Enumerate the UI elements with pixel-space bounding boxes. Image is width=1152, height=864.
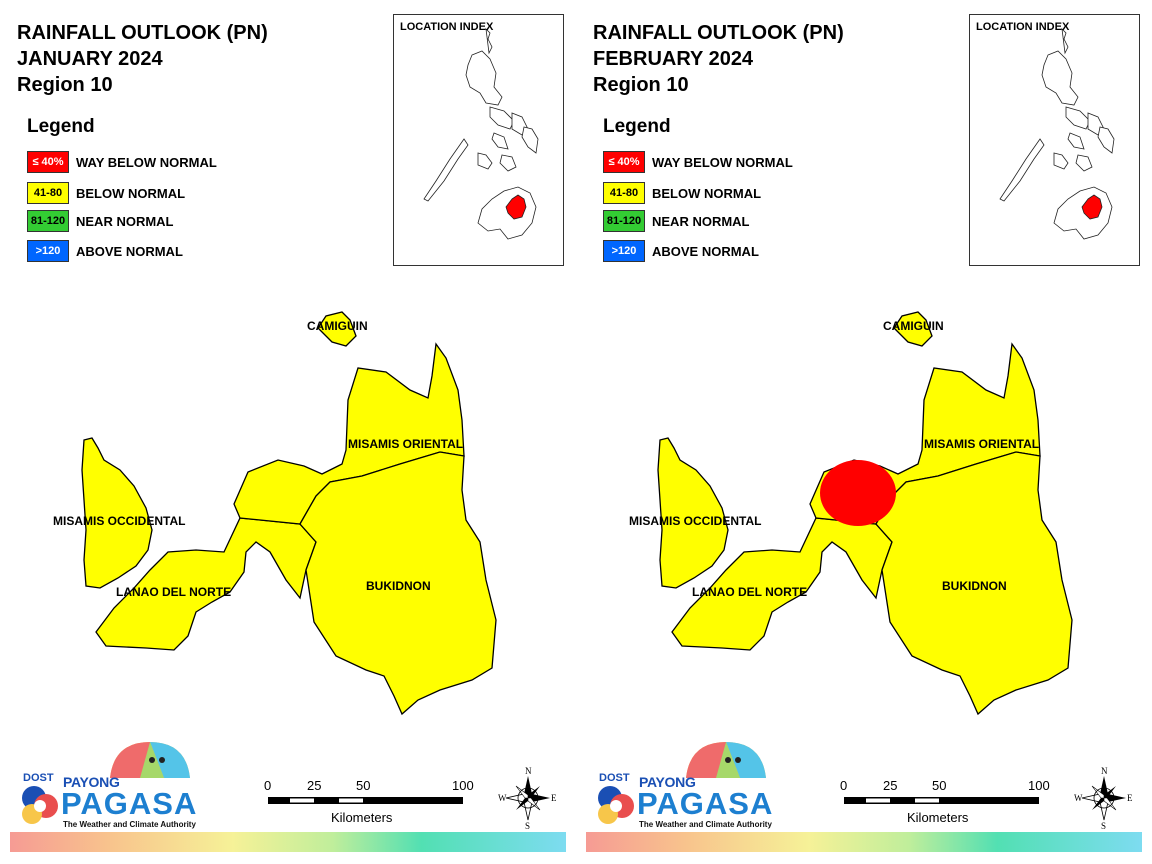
legend-label: NEAR NORMAL (76, 214, 174, 229)
label-misamis-occidental: MISAMIS OCCIDENTAL (53, 514, 185, 528)
location-index-title: LOCATION INDEX (976, 21, 1070, 33)
label-misamis-oriental: MISAMIS ORIENTAL (924, 437, 1039, 451)
outlook-panel-january: RAINFALL OUTLOOK (PN) JANUARY 2024 Regio… (10, 14, 566, 852)
scale-bar-graphic (844, 797, 1039, 804)
scale-tick: 100 (452, 778, 474, 793)
payong-text: PAYONG (639, 774, 696, 790)
region10-highlight (505, 194, 527, 220)
dost-seal-icon (34, 800, 46, 812)
bottom-gradient-bar (10, 832, 566, 852)
compass-e: E (1127, 793, 1133, 803)
label-misamis-occidental: MISAMIS OCCIDENTAL (629, 514, 761, 528)
scale-unit: Kilometers (331, 810, 393, 825)
map-title: RAINFALL OUTLOOK (PN) JANUARY 2024 Regio… (17, 20, 268, 98)
compass-n: N (1101, 766, 1108, 776)
region-map: CAMIGUIN MISAMIS ORIENTAL MISAMIS OCCIDE… (53, 311, 497, 716)
pagasa-tagline: The Weather and Climate Authority (639, 820, 772, 829)
legend-label: WAY BELOW NORMAL (652, 155, 793, 170)
pagasa-logo: DOST PAYONG PAGASA The Weather and Clima… (18, 740, 198, 832)
compass-rose-icon: N S E W (1073, 765, 1135, 836)
way-below-normal-zone (820, 460, 896, 526)
legend-label: WAY BELOW NORMAL (76, 155, 217, 170)
pagasa-umbrella-logo-icon (22, 742, 190, 824)
compass-rose-icon: N S E W (497, 765, 559, 836)
scale-tick: 25 (307, 778, 322, 793)
province-bukidnon (875, 451, 1073, 716)
label-camiguin: CAMIGUIN (883, 319, 944, 333)
scale-bar: 0 25 50 100 Kilometers (834, 778, 1064, 828)
map-title: RAINFALL OUTLOOK (PN) FEBRUARY 2024 Regi… (593, 20, 844, 98)
title-line-3: Region 10 (593, 74, 689, 96)
legend-label: NEAR NORMAL (652, 214, 750, 229)
dost-seal-icon (610, 800, 622, 812)
label-lanao-del-norte: LANAO DEL NORTE (116, 585, 231, 599)
legend-swatch: 41-80 (603, 182, 645, 204)
compass-w: W (498, 793, 507, 803)
compass-s: S (1101, 821, 1106, 831)
legend-swatch: >120 (603, 240, 645, 262)
title-line-2: FEBRUARY 2024 (593, 48, 754, 70)
legend-swatch: ≤ 40% (27, 151, 69, 173)
location-index-title: LOCATION INDEX (400, 21, 494, 33)
region-map: CAMIGUIN MISAMIS ORIENTAL MISAMIS OCCIDE… (629, 311, 1073, 716)
scale-tick: 25 (883, 778, 898, 793)
location-index-map (423, 27, 539, 240)
pagasa-text: PAGASA (637, 786, 774, 821)
title-line-2: JANUARY 2024 (17, 48, 163, 70)
pagasa-umbrella-logo-icon (598, 742, 766, 824)
title-line-1: RAINFALL OUTLOOK (PN) (593, 22, 844, 44)
payong-text: PAYONG (63, 774, 120, 790)
scale-unit: Kilometers (907, 810, 969, 825)
legend-swatch: 81-120 (603, 210, 645, 232)
scale-tick: 50 (932, 778, 947, 793)
province-camiguin (893, 311, 933, 347)
scale-tick: 0 (840, 778, 848, 793)
label-bukidnon: BUKIDNON (942, 579, 1007, 593)
dost-text: DOST (599, 772, 630, 784)
label-misamis-oriental: MISAMIS ORIENTAL (348, 437, 463, 451)
compass-s: S (525, 821, 530, 831)
legend-title: Legend (27, 116, 95, 137)
label-bukidnon: BUKIDNON (366, 579, 431, 593)
legend-swatch: ≤ 40% (603, 151, 645, 173)
compass-e: E (551, 793, 557, 803)
region10-highlight (1081, 194, 1103, 220)
location-index-box: LOCATION INDEX (969, 14, 1140, 266)
legend-label: ABOVE NORMAL (652, 244, 759, 259)
dost-text: DOST (23, 772, 54, 784)
legend-swatch: >120 (27, 240, 69, 262)
compass-n: N (525, 766, 532, 776)
scale-bar-graphic (268, 797, 463, 804)
province-bukidnon (299, 451, 497, 716)
legend-label: BELOW NORMAL (652, 186, 762, 201)
province-camiguin (317, 311, 357, 347)
pagasa-logo: DOST PAYONG PAGASA The Weather and Clima… (594, 740, 774, 832)
outlook-panel-february: RAINFALL OUTLOOK (PN) FEBRUARY 2024 Regi… (576, 0, 1152, 864)
province-lanao-del-norte (95, 517, 317, 651)
scale-bar: 0 25 50 100 Kilometers (258, 778, 488, 828)
scale-tick: 100 (1028, 778, 1050, 793)
legend-title: Legend (603, 116, 671, 137)
bottom-gradient-bar (586, 832, 1142, 852)
province-misamis-occidental (81, 437, 153, 589)
title-line-1: RAINFALL OUTLOOK (PN) (17, 22, 268, 44)
pagasa-tagline: The Weather and Climate Authority (63, 820, 196, 829)
location-index-box: LOCATION INDEX (393, 14, 564, 266)
legend-label: ABOVE NORMAL (76, 244, 183, 259)
legend-label: BELOW NORMAL (76, 186, 186, 201)
legend-swatch: 81-120 (27, 210, 69, 232)
compass-w: W (1074, 793, 1083, 803)
scale-tick: 0 (264, 778, 272, 793)
province-misamis-occidental (657, 437, 729, 589)
legend-swatch: 41-80 (27, 182, 69, 204)
pagasa-text: PAGASA (61, 786, 198, 821)
label-camiguin: CAMIGUIN (307, 319, 368, 333)
province-lanao-del-norte (671, 517, 893, 651)
location-index-map (999, 27, 1115, 240)
title-line-3: Region 10 (17, 74, 113, 96)
scale-tick: 50 (356, 778, 371, 793)
label-lanao-del-norte: LANAO DEL NORTE (692, 585, 807, 599)
